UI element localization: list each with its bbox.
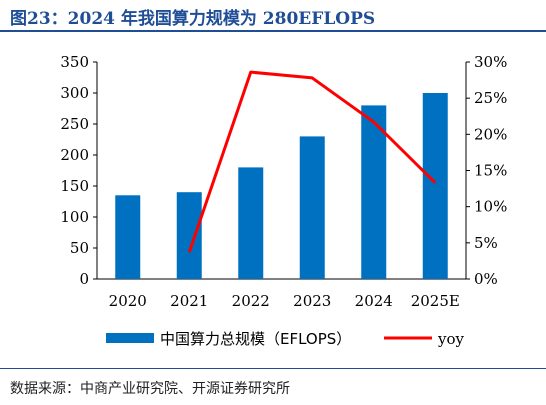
y-right-tick-label: 0% (474, 270, 498, 288)
y-left-tick-label: 50 (70, 239, 89, 257)
y-left-tick-label: 300 (60, 84, 89, 102)
bar (238, 167, 264, 279)
x-tick-label: 2024 (355, 292, 393, 310)
y-right-tick-label: 15% (474, 162, 507, 180)
x-tick-label: 2020 (109, 292, 147, 310)
bar (115, 195, 141, 279)
combo-chart: 0 50 100 150 200 250 300 350 0% 5% 10% 15% 20% 25% 30%… (60, 53, 507, 348)
x-tick-label: 2021 (170, 292, 208, 310)
y-left-tick-label: 0 (79, 270, 89, 288)
bar (422, 93, 448, 279)
title-rule (0, 30, 546, 32)
x-tick-label: 2022 (232, 292, 270, 310)
y-right-tick-label: 25% (474, 89, 507, 107)
legend-bar-label: 中国算力总规模（EFLOPS） (160, 330, 351, 348)
y-left-tick-label: 250 (60, 115, 89, 133)
y-left-tick-label: 150 (60, 177, 89, 195)
legend-bar-swatch (106, 333, 154, 343)
y-right-tick-label: 20% (474, 125, 507, 143)
legend-line-label: yoy (437, 330, 465, 348)
source-note: 数据来源：中商产业研究院、开源证券研究所 (10, 381, 290, 397)
y-right-tick-label: 30% (474, 53, 507, 71)
x-tick-label: 2025E (411, 292, 460, 310)
y-left-tick-label: 200 (60, 146, 89, 164)
x-tick-label: 2023 (293, 292, 331, 310)
y-left-tick-label: 350 (60, 53, 89, 71)
y-right-tick-label: 10% (474, 198, 507, 216)
source-rule (0, 368, 546, 369)
y-right-tick-label: 5% (474, 234, 498, 252)
figure-title: 图23：2024 年我国算力规模为 280EFLOPS (10, 9, 376, 29)
bar (361, 105, 387, 280)
y-left-tick-label: 100 (60, 208, 89, 226)
yoy-line (187, 70, 437, 253)
bar (299, 136, 325, 279)
bar (176, 192, 202, 279)
